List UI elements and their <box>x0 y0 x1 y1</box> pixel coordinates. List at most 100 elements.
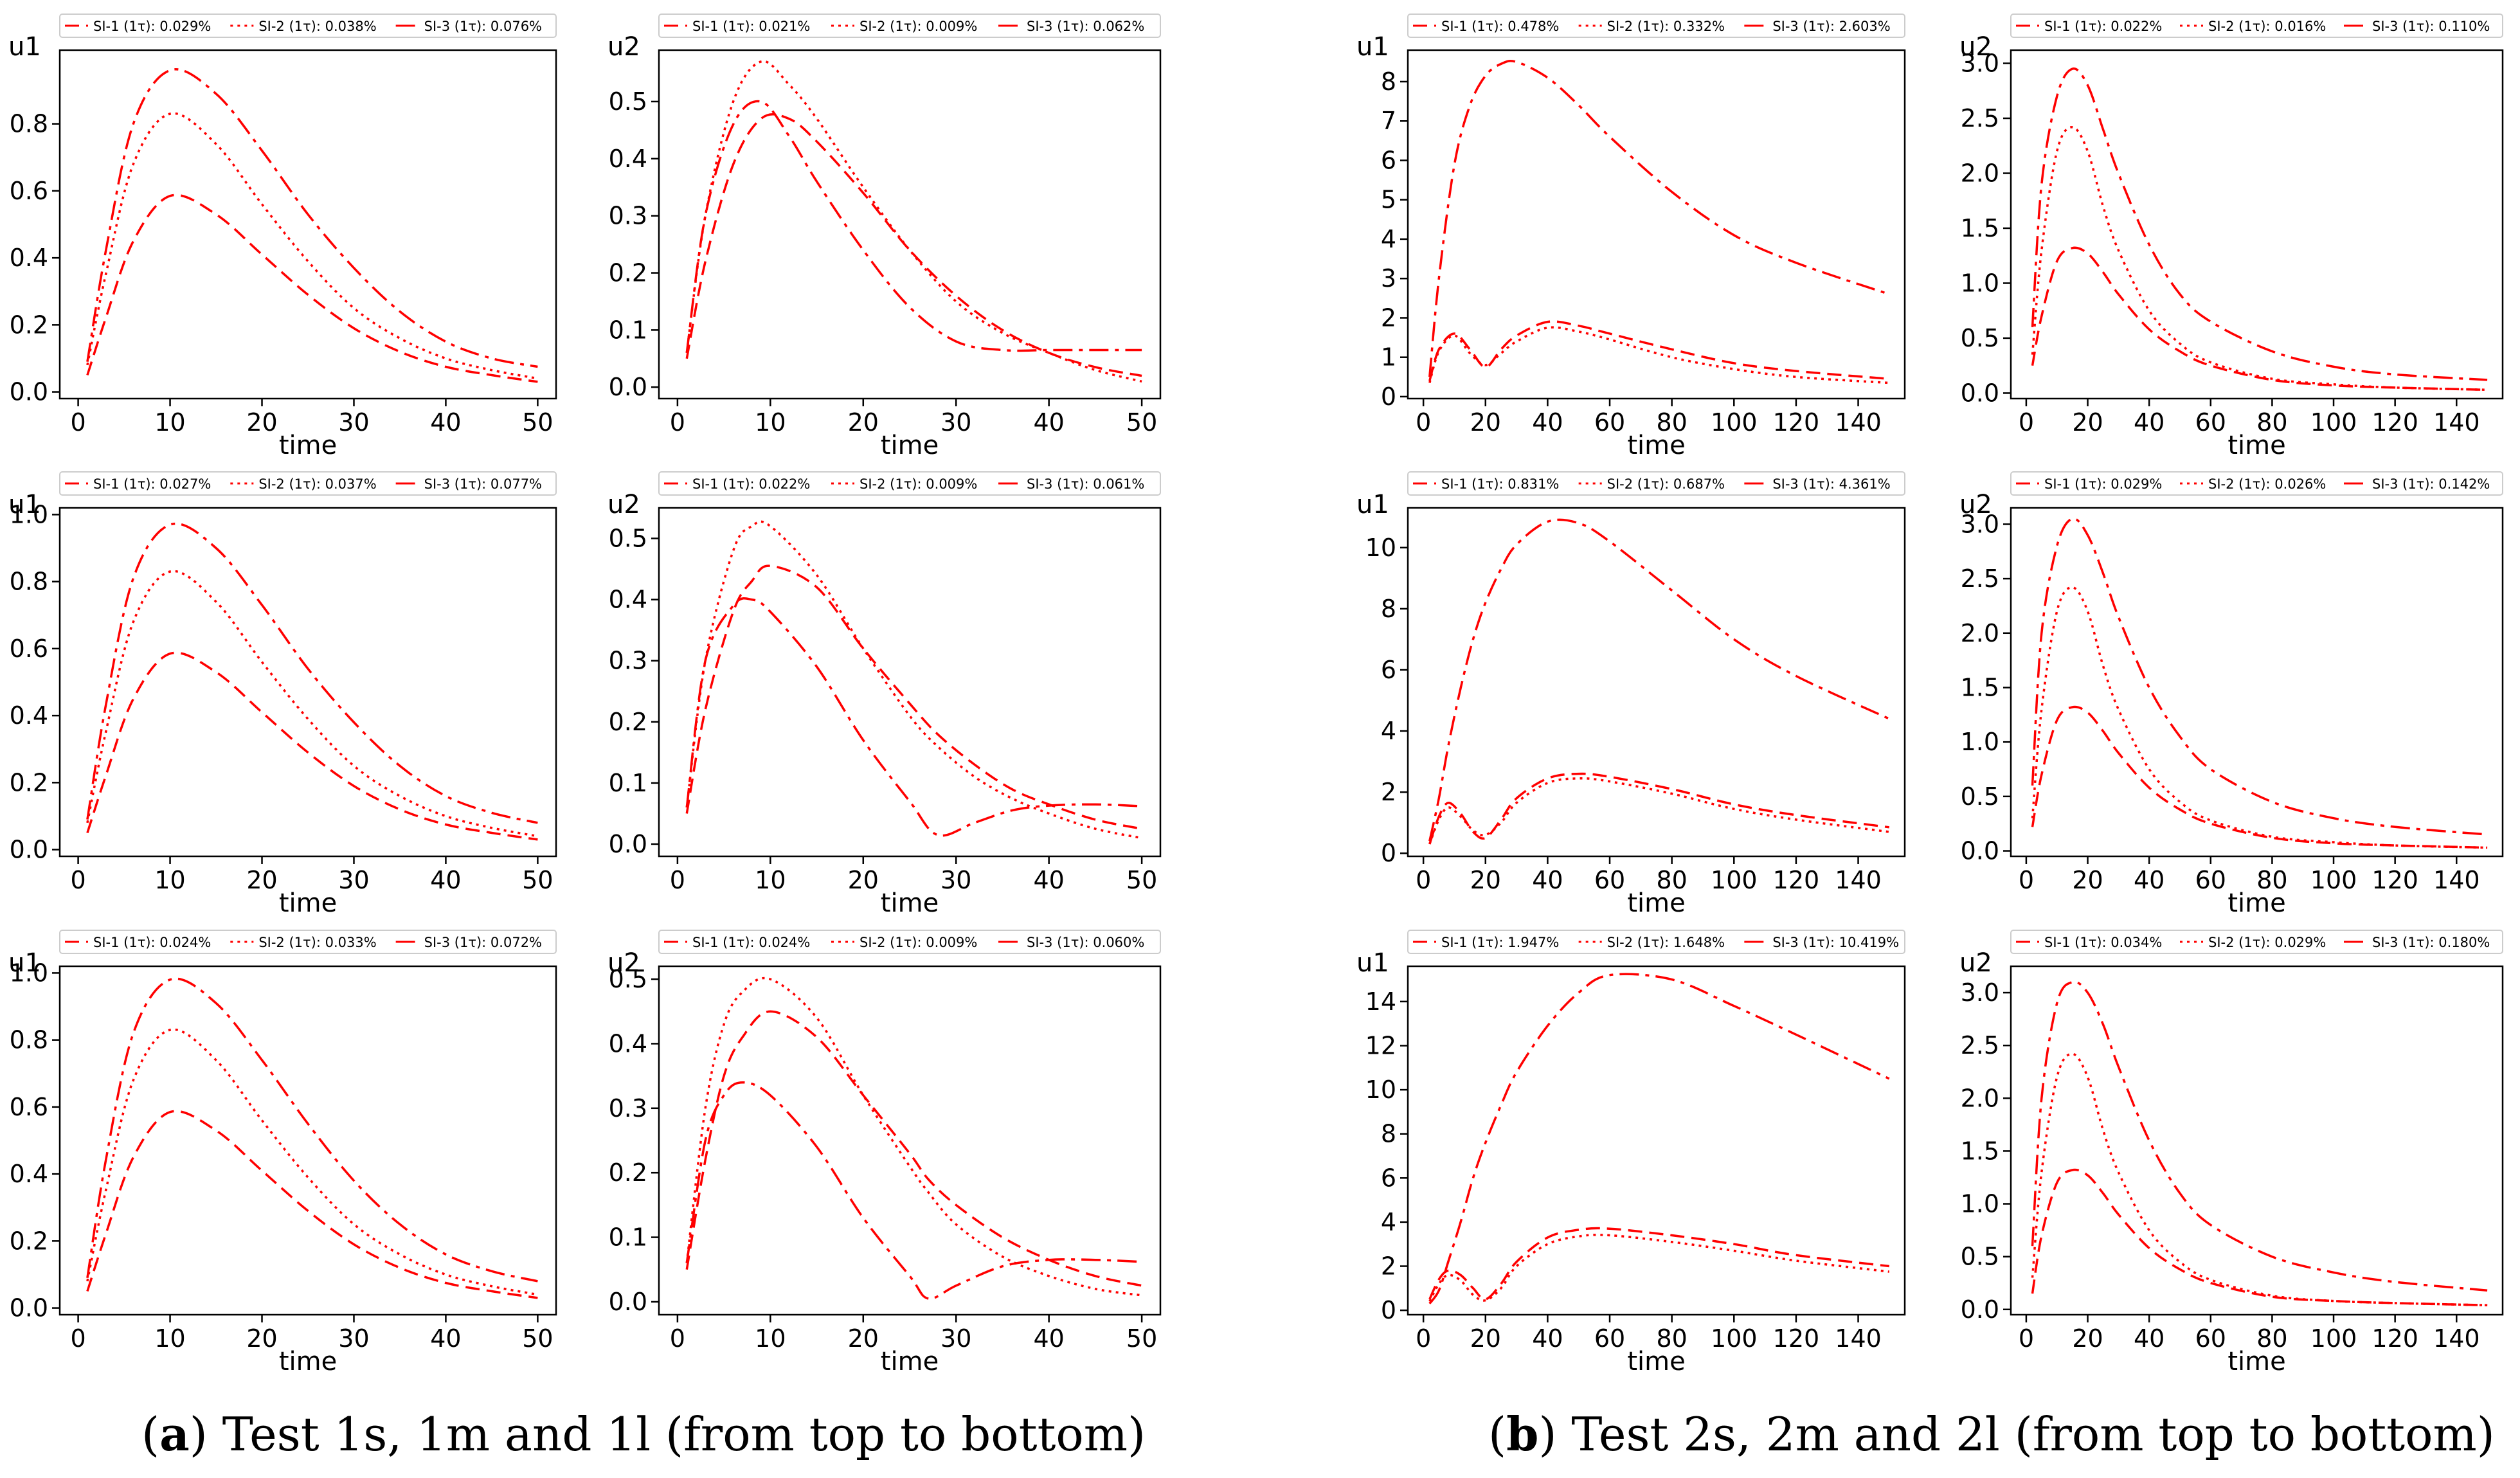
y-tick-label: 0.2 <box>609 708 647 736</box>
legend-label: SI-2 (1τ): 0.009% <box>860 19 977 34</box>
x-tick-label: 40 <box>1532 866 1563 894</box>
chart-2l-u2: 0.0 0.5 1.0 1.5 2.0 2.5 3.0 0 20 40 60 80 100 120 140 t… <box>1959 930 2504 1376</box>
series-line-si-3 <box>86 977 538 1283</box>
x-axis-label: time <box>279 1347 337 1376</box>
x-tick-label: 0 <box>70 866 86 894</box>
plot-frame <box>59 507 557 858</box>
y-tick-label: 3 <box>1381 264 1396 293</box>
y-tick-label: 4 <box>1381 717 1396 745</box>
x-tick-label: 10 <box>755 408 786 437</box>
legend-label: SI-1 (1τ): 1.947% <box>1441 935 1559 950</box>
series-line-si-1 <box>1428 772 1890 845</box>
x-tick-label: 60 <box>2195 866 2226 894</box>
legend-box <box>59 471 557 496</box>
y-tick-label: 5 <box>1381 186 1396 214</box>
y-tick-label: 0.0 <box>609 1288 647 1316</box>
x-tick-label: 40 <box>1532 1324 1563 1353</box>
x-axis-label: time <box>1627 888 1685 918</box>
series-line-si-1 <box>685 564 1142 830</box>
legend-label: SI-2 (1τ): 1.648% <box>1607 935 1725 950</box>
x-tick-label: 30 <box>941 408 971 437</box>
y-tick-label: 0.0 <box>10 1294 48 1322</box>
x-tick-label: 20 <box>2072 1324 2103 1353</box>
plot-frame <box>658 49 1162 400</box>
y-axis-label: u2 <box>1959 32 1992 62</box>
y-tick-label: 0.5 <box>609 525 647 553</box>
legend-label: SI-1 (1τ): 0.831% <box>1441 476 1559 492</box>
x-tick-label: 80 <box>2256 866 2287 894</box>
x-tick-label: 20 <box>1470 408 1501 437</box>
series-line-si-3 <box>2031 980 2488 1292</box>
series-line-si-3 <box>1428 60 1890 377</box>
y-tick-label: 1.0 <box>1961 1190 1999 1218</box>
series-line-si-1 <box>86 651 538 841</box>
x-tick-label: 100 <box>2310 408 2357 437</box>
x-tick-label: 140 <box>2433 1324 2480 1353</box>
series-line-si-1 <box>685 1010 1142 1287</box>
x-tick-label: 140 <box>2433 866 2480 894</box>
chart-1m-u2: 0.0 0.1 0.2 0.3 0.4 0.5 0 10 20 30 40 50 time u2 SI-1 … <box>608 471 1162 918</box>
x-tick-label: 20 <box>848 1324 879 1353</box>
y-tick-label: 8 <box>1381 68 1396 96</box>
x-tick-label: 60 <box>1594 866 1625 894</box>
series-line-si-1 <box>2031 705 2488 849</box>
x-tick-label: 100 <box>1711 408 1758 437</box>
legend-label: SI-3 (1τ): 0.142% <box>2372 476 2490 492</box>
series-line-si-3 <box>1428 973 1890 1304</box>
series-line-si-3 <box>2031 517 2488 836</box>
legend-label: SI-2 (1τ): 0.009% <box>860 476 977 492</box>
y-tick-label: 0.8 <box>10 568 48 596</box>
x-tick-label: 60 <box>2195 408 2226 437</box>
x-tick-label: 120 <box>1773 408 1820 437</box>
series-line-si-2 <box>86 1028 538 1296</box>
series-line-si-2 <box>2031 125 2488 392</box>
y-tick-label: 4 <box>1381 1208 1396 1236</box>
legend-label: SI-3 (1τ): 0.076% <box>424 19 542 34</box>
x-tick-label: 10 <box>154 866 185 894</box>
x-tick-label: 40 <box>430 408 461 437</box>
legend-label: SI-1 (1τ): 0.024% <box>692 935 810 950</box>
chart-2m-u2: 0.0 0.5 1.0 1.5 2.0 2.5 3.0 0 20 40 60 80 100 120 140 t… <box>1959 471 2504 918</box>
y-tick-label: 0.6 <box>10 635 48 663</box>
legend-label: SI-1 (1τ): 0.022% <box>692 476 810 492</box>
y-tick-label: 0.1 <box>609 1223 647 1252</box>
caption-a: (a) Test 1s, 1m and 1l (from top to bott… <box>141 1407 1146 1461</box>
caption-b-label: b <box>1506 1407 1539 1461</box>
x-tick-label: 20 <box>246 408 277 437</box>
y-tick-label: 0.5 <box>609 965 647 993</box>
y-tick-label: 6 <box>1381 146 1396 174</box>
legend-label: SI-1 (1τ): 0.029% <box>2044 476 2162 492</box>
x-tick-label: 100 <box>1711 866 1758 894</box>
y-tick-label: 0.0 <box>10 836 48 864</box>
y-tick-label: 2.5 <box>1961 564 1999 593</box>
y-tick-label: 0.0 <box>1961 379 1999 407</box>
x-tick-label: 0 <box>1416 866 1431 894</box>
chart-1l-u2: 0.0 0.1 0.2 0.3 0.4 0.5 0 10 20 30 40 50 time u2 SI-1 … <box>608 930 1162 1376</box>
x-tick-label: 40 <box>430 866 461 894</box>
x-tick-label: 0 <box>70 408 86 437</box>
y-tick-label: 0.1 <box>609 769 647 797</box>
legend-box <box>2010 930 2503 954</box>
y-tick-label: 0.5 <box>1961 1243 1999 1271</box>
y-tick-label: 0.4 <box>609 145 647 173</box>
legend-label: SI-1 (1τ): 0.027% <box>93 476 211 492</box>
x-axis-label: time <box>279 431 337 460</box>
legend-label: SI-3 (1τ): 4.361% <box>1772 476 1890 492</box>
plot-frame <box>59 965 557 1316</box>
x-tick-label: 0 <box>670 408 685 437</box>
x-tick-label: 60 <box>1594 1324 1625 1353</box>
plot-frame <box>1407 965 1906 1316</box>
y-tick-label: 2.0 <box>1961 159 1999 187</box>
x-tick-label: 0 <box>2019 1324 2034 1353</box>
x-tick-label: 40 <box>2134 1324 2164 1353</box>
legend-label: SI-2 (1τ): 0.037% <box>258 476 376 492</box>
x-tick-label: 20 <box>246 866 277 894</box>
x-tick-label: 0 <box>1416 1324 1431 1353</box>
y-tick-label: 0.2 <box>10 1227 48 1255</box>
x-axis-label: time <box>1627 1347 1685 1376</box>
chart-1s-u2: 0.0 0.1 0.2 0.3 0.4 0.5 0 10 20 30 40 50 time u2 SI-1 … <box>608 14 1162 460</box>
x-tick-label: 120 <box>2372 408 2418 437</box>
y-tick-label: 0.8 <box>10 110 48 138</box>
